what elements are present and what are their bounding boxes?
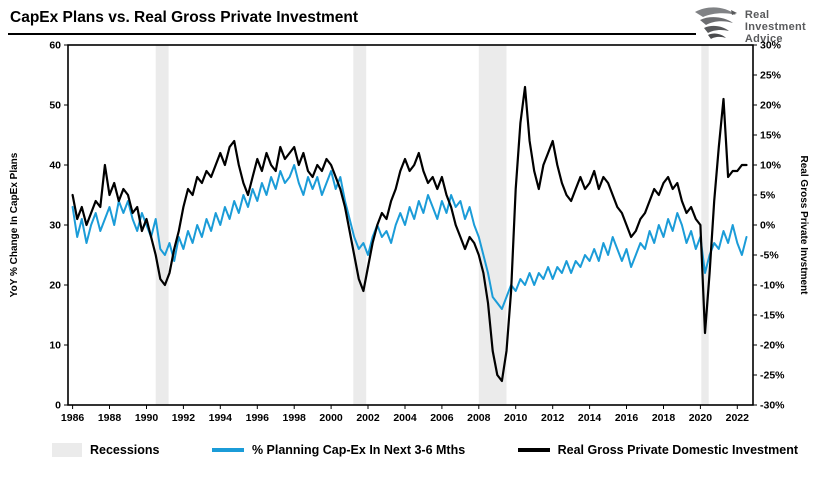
svg-text:10%: 10% bbox=[760, 160, 782, 172]
svg-text:2012: 2012 bbox=[541, 412, 565, 424]
svg-text:60: 60 bbox=[49, 40, 61, 52]
title-underline bbox=[8, 33, 696, 35]
svg-text:30: 30 bbox=[49, 220, 61, 232]
svg-text:2002: 2002 bbox=[356, 412, 380, 424]
legend-label-investment: Real Gross Private Domestic Investment bbox=[557, 443, 798, 457]
svg-text:2020: 2020 bbox=[689, 412, 713, 424]
svg-text:1986: 1986 bbox=[61, 412, 85, 424]
svg-text:25%: 25% bbox=[760, 70, 782, 82]
chart-area: 0 10 20 30 40 50 60 -30% -25% -20% -15% -10% -5% 0% 5%… bbox=[0, 38, 816, 441]
svg-text:YoY % Change In CapEx Plans: YoY % Change In CapEx Plans bbox=[9, 152, 20, 297]
svg-text:50: 50 bbox=[49, 100, 61, 112]
svg-text:0%: 0% bbox=[760, 220, 776, 232]
svg-text:1998: 1998 bbox=[283, 412, 307, 424]
logo-line-1: Real bbox=[744, 8, 770, 21]
svg-text:2010: 2010 bbox=[504, 412, 528, 424]
svg-text:5%: 5% bbox=[760, 190, 776, 202]
svg-text:1996: 1996 bbox=[246, 412, 270, 424]
svg-text:1994: 1994 bbox=[209, 412, 233, 424]
svg-text:2022: 2022 bbox=[726, 412, 750, 424]
svg-text:1988: 1988 bbox=[98, 412, 122, 424]
logo-line-2: Investment bbox=[744, 20, 806, 33]
svg-text:0: 0 bbox=[55, 400, 61, 412]
svg-text:2014: 2014 bbox=[578, 412, 602, 424]
svg-text:2006: 2006 bbox=[430, 412, 454, 424]
svg-text:-15%: -15% bbox=[760, 310, 785, 322]
legend-label-recessions: Recessions bbox=[90, 443, 160, 457]
legend: Recessions % Planning Cap-Ex In Next 3-6… bbox=[0, 443, 816, 457]
legend-label-capex: % Planning Cap-Ex In Next 3-6 Mths bbox=[251, 443, 466, 457]
svg-text:Real Gross Private Invstment: Real Gross Private Invstment bbox=[798, 156, 809, 296]
svg-text:-25%: -25% bbox=[760, 370, 785, 382]
svg-text:2000: 2000 bbox=[319, 412, 343, 424]
ria-logo: Real Investment Advice bbox=[693, 4, 806, 49]
svg-text:2004: 2004 bbox=[393, 412, 417, 424]
eagle-logo-icon bbox=[693, 4, 739, 49]
logo-line-3: Advice bbox=[744, 32, 783, 45]
chart-title: CapEx Plans vs. Real Gross Private Inves… bbox=[10, 9, 359, 26]
svg-text:-5%: -5% bbox=[760, 250, 779, 262]
svg-text:-10%: -10% bbox=[760, 280, 785, 292]
chart-svg: 0 10 20 30 40 50 60 -30% -25% -20% -15% -10% -5% 0% 5%… bbox=[9, 40, 809, 425]
svg-text:2008: 2008 bbox=[467, 412, 491, 424]
logo-text: Real Investment Advice bbox=[745, 9, 806, 45]
investment-line-swatch bbox=[517, 448, 550, 452]
svg-text:15%: 15% bbox=[760, 130, 782, 142]
svg-text:30%: 30% bbox=[760, 40, 782, 52]
svg-text:2018: 2018 bbox=[652, 412, 676, 424]
legend-item-investment: Real Gross Private Domestic Investment bbox=[517, 443, 798, 457]
svg-text:1990: 1990 bbox=[135, 412, 159, 424]
legend-item-capex: % Planning Cap-Ex In Next 3-6 Mths bbox=[211, 443, 466, 457]
svg-text:40: 40 bbox=[49, 160, 61, 172]
svg-text:20: 20 bbox=[49, 280, 61, 292]
svg-text:-20%: -20% bbox=[760, 340, 785, 352]
svg-text:20%: 20% bbox=[760, 100, 782, 112]
recession-swatch bbox=[52, 443, 82, 457]
svg-text:-30%: -30% bbox=[760, 400, 785, 412]
svg-text:10: 10 bbox=[49, 340, 61, 352]
capex-line-swatch bbox=[211, 448, 244, 452]
svg-text:1992: 1992 bbox=[172, 412, 196, 424]
svg-text:2016: 2016 bbox=[615, 412, 639, 424]
legend-item-recessions: Recessions bbox=[52, 443, 159, 457]
